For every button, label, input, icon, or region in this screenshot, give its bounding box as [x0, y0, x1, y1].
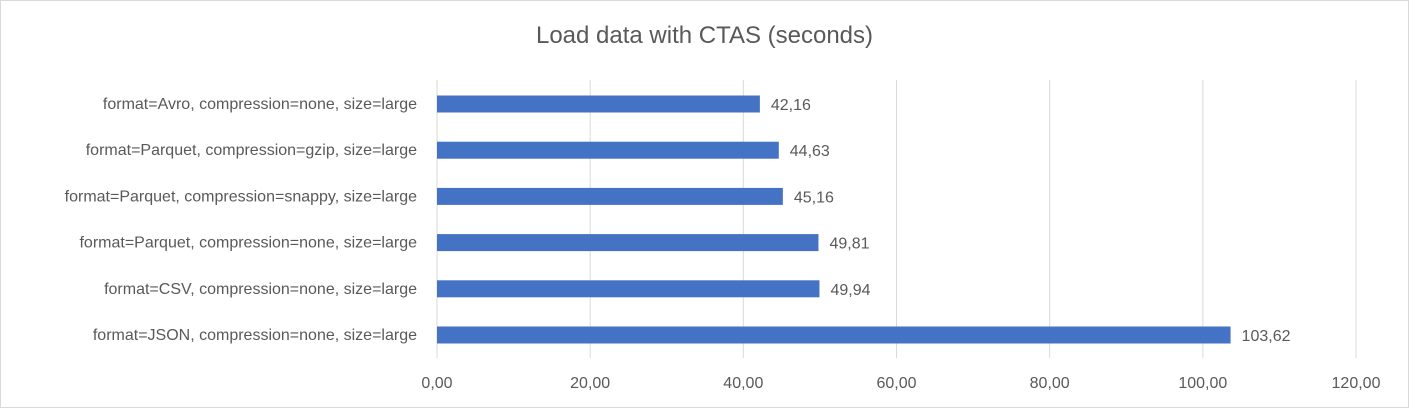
data-label: 49,81: [829, 236, 869, 253]
category-label: format=Parquet, compression=none, size=l…: [79, 235, 417, 252]
x-tick-label: 120,00: [1332, 375, 1381, 392]
x-tick-label: 100,00: [1178, 375, 1227, 392]
bar: [437, 234, 819, 252]
data-label: 49,94: [830, 282, 870, 299]
category-label: format=Parquet, compression=snappy, size…: [65, 188, 417, 205]
data-label: 44,63: [790, 143, 830, 160]
bar: [437, 95, 760, 113]
chart-title: Load data with CTAS (seconds): [535, 22, 874, 49]
gridlines: [436, 80, 1357, 358]
category-label: format=Parquet, compression=gzip, size=l…: [86, 142, 417, 159]
data-label: 42,16: [771, 97, 811, 114]
x-tick-label: 20,00: [570, 375, 610, 392]
bars: [437, 95, 1231, 344]
x-tick-label: 40,00: [723, 375, 763, 392]
bar: [437, 141, 779, 159]
x-tick-label: 80,00: [1030, 375, 1070, 392]
x-tick-label: 60,00: [876, 375, 916, 392]
bar: [437, 326, 1231, 344]
data-label: 103,62: [1242, 328, 1291, 345]
x-tick-label: 0,00: [421, 375, 452, 392]
bar: [437, 187, 783, 205]
bar: [437, 280, 820, 298]
data-label: 45,16: [794, 189, 834, 206]
category-label: format=Avro, compression=none, size=larg…: [103, 96, 417, 113]
labels: 0,00 20,00 40,00 60,00 80,00 100,00 120,00 form…: [65, 96, 1381, 392]
category-label: format=JSON, compression=none, size=larg…: [93, 327, 417, 344]
category-label: format=CSV, compression=none, size=large: [104, 281, 417, 298]
